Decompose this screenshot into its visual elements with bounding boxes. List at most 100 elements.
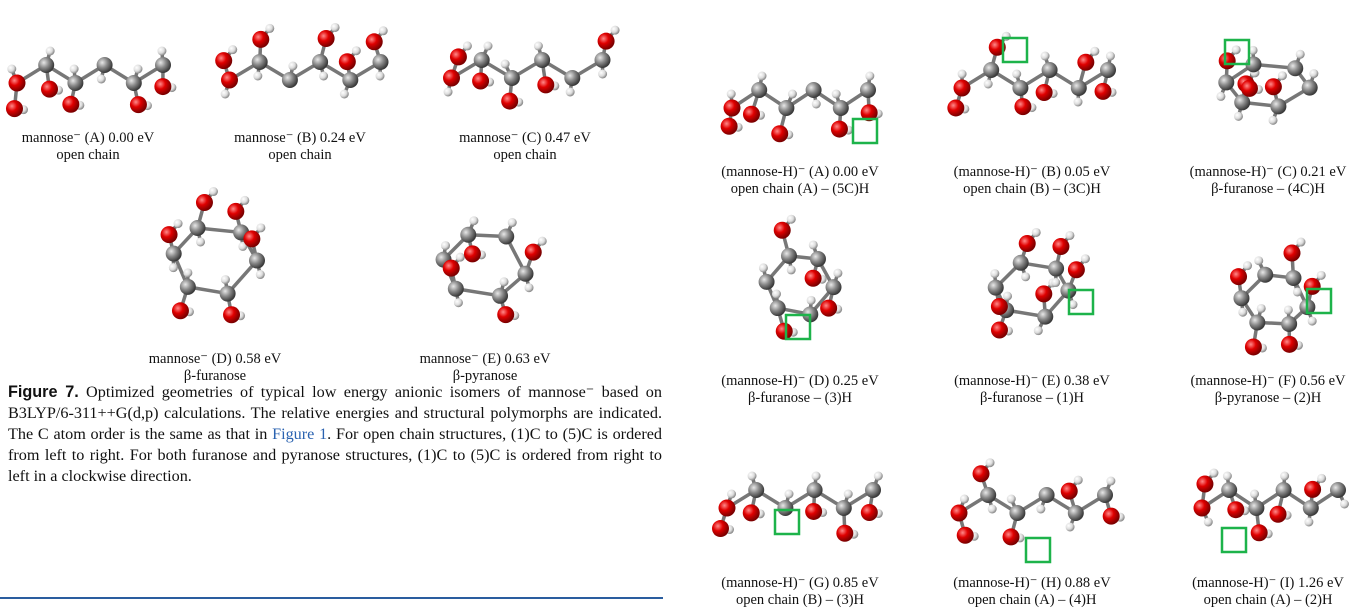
atom <box>38 57 54 73</box>
atom <box>126 75 142 91</box>
figure-link[interactable]: Figure 1 <box>272 425 327 443</box>
atom <box>227 203 244 220</box>
atom <box>221 275 230 284</box>
atom <box>1218 74 1234 90</box>
structure-label: β-furanose – (3)H <box>685 390 915 407</box>
atom <box>1303 500 1319 516</box>
atom <box>712 520 729 537</box>
atom <box>1103 508 1120 525</box>
atom <box>484 42 493 51</box>
atom <box>196 237 205 246</box>
atom <box>788 90 797 99</box>
atom <box>1304 481 1321 498</box>
structure-label: open chain <box>410 147 640 164</box>
structure-label: β-pyranose – (2)H <box>1153 390 1351 407</box>
atom <box>1269 116 1278 125</box>
atom <box>444 88 453 97</box>
atom <box>220 286 236 302</box>
molecule <box>443 26 620 110</box>
atom <box>454 298 463 307</box>
energy-label: mannose⁻ (B) 0.24 eV <box>185 130 415 147</box>
atom <box>1012 80 1028 96</box>
panel-caption: mannose⁻ (B) 0.24 eVopen chain <box>185 130 415 164</box>
panel-caption: (mannose-H)⁻ (A) 0.00 eVopen chain (A) –… <box>685 164 915 198</box>
atom <box>157 47 166 56</box>
atom <box>1234 94 1250 110</box>
molecule <box>1230 238 1331 356</box>
atom <box>228 45 237 54</box>
atom <box>460 227 476 243</box>
atom <box>1304 518 1313 527</box>
atom <box>812 472 821 481</box>
atom <box>70 65 79 74</box>
atom <box>7 65 16 74</box>
atom <box>1340 500 1349 509</box>
atom <box>990 269 999 278</box>
atom <box>1284 305 1293 314</box>
atom <box>1035 285 1052 302</box>
atom <box>161 226 178 243</box>
atom <box>1245 338 1262 355</box>
molecule <box>1216 40 1318 125</box>
atom <box>1287 60 1303 76</box>
atom <box>282 72 298 88</box>
atom <box>598 33 615 50</box>
energy-label: (mannose-H)⁻ (D) 0.25 eV <box>685 373 915 390</box>
atom <box>865 72 874 81</box>
molecule <box>1194 469 1349 552</box>
atom <box>318 30 335 47</box>
atom <box>340 90 349 99</box>
atom <box>1216 92 1225 101</box>
atom <box>1071 80 1087 96</box>
atom <box>1223 472 1232 481</box>
atom <box>771 125 788 142</box>
atom <box>243 230 260 247</box>
atom <box>807 482 823 498</box>
atom <box>456 253 465 262</box>
atom <box>759 263 768 272</box>
atom <box>1280 472 1289 481</box>
structure-label: β-furanose <box>100 368 330 385</box>
atom <box>1097 487 1113 503</box>
atom <box>719 500 736 517</box>
atom <box>172 302 189 319</box>
atom <box>1227 501 1244 518</box>
atom <box>1034 326 1043 335</box>
atom <box>776 323 793 340</box>
atom <box>809 240 818 249</box>
atom <box>252 31 269 48</box>
atom <box>787 215 796 224</box>
atom <box>1019 235 1036 252</box>
atom <box>463 41 472 50</box>
atom <box>1230 268 1247 285</box>
atom <box>183 268 192 277</box>
atom <box>169 263 178 272</box>
atom <box>810 251 826 267</box>
atom <box>1077 54 1094 71</box>
atom <box>253 72 262 81</box>
atom <box>366 33 383 50</box>
atom <box>1296 50 1305 59</box>
atom <box>1074 476 1083 485</box>
atom <box>525 244 542 261</box>
atom <box>133 65 142 74</box>
atom <box>984 80 993 89</box>
atom <box>1039 487 1055 503</box>
atom <box>1003 292 1012 301</box>
atom <box>288 62 297 71</box>
atom <box>566 88 575 97</box>
structure-label: open chain <box>0 147 203 164</box>
energy-label: mannose⁻ (A) 0.00 eV <box>0 130 203 147</box>
figure-caption: Figure 7. Optimized geometries of typica… <box>8 382 662 487</box>
atom <box>1048 261 1064 277</box>
atom <box>1308 317 1317 326</box>
atom <box>781 248 797 264</box>
atom <box>1052 238 1069 255</box>
atom <box>1219 52 1236 69</box>
structure-label: open chain (B) – (3)H <box>685 592 915 609</box>
atom <box>832 90 841 99</box>
atom <box>1278 71 1287 80</box>
panel-caption: mannose⁻ (E) 0.63 eVβ-pyranose <box>370 351 600 385</box>
atom <box>508 218 517 227</box>
